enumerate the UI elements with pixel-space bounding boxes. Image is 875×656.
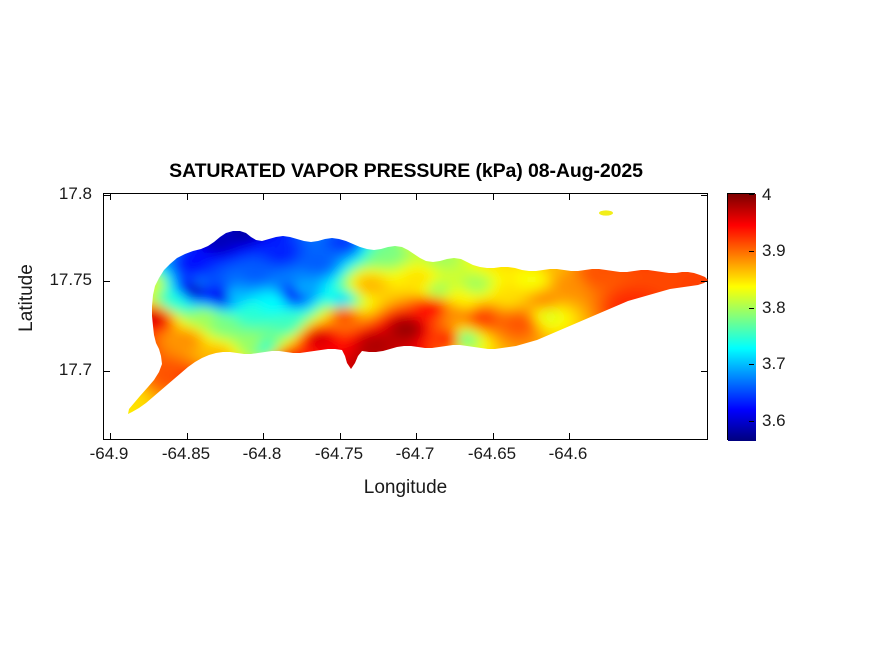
colorbar-tick-mark	[749, 194, 754, 195]
xtick-label: -64.9	[89, 444, 129, 463]
xtick-mark	[187, 194, 188, 200]
xtick-mark	[110, 194, 111, 200]
xtick-mark	[569, 433, 570, 439]
colorbar-gradient	[728, 194, 756, 441]
xtick-mark	[493, 433, 494, 439]
xtick-mark	[263, 194, 264, 200]
ytick-mark	[701, 371, 707, 372]
xtick-label: -64.65	[467, 444, 517, 463]
xtick-label: -64.85	[161, 444, 211, 463]
offshore-cay	[599, 210, 613, 216]
ytick-label: 17.75	[49, 270, 92, 289]
xtick-mark	[110, 433, 111, 439]
map-axes	[103, 193, 708, 440]
page-title: SATURATED VAPOR PRESSURE (kPa) 08-Aug-20…	[169, 160, 643, 182]
xtick-mark	[569, 194, 570, 200]
xtick-mark	[340, 194, 341, 200]
ytick-mark	[701, 195, 707, 196]
colorbar-tick-mark	[749, 308, 754, 309]
colorbar-label: 3.6	[762, 411, 786, 430]
colorbar[interactable]	[727, 193, 756, 441]
xtick-mark	[340, 433, 341, 439]
ytick-mark	[701, 281, 707, 282]
xtick-mark	[493, 194, 494, 200]
ytick-label: 17.7	[58, 360, 92, 379]
colorbar-label: 3.8	[762, 298, 786, 317]
colorbar-label: 4	[762, 185, 772, 204]
xtick-label: -64.7	[395, 444, 435, 463]
xtick-mark	[416, 194, 417, 200]
vapor-pressure-heatmap	[128, 210, 708, 414]
ytick-mark	[104, 281, 110, 282]
colorbar-label: 3.9	[762, 241, 786, 260]
colorbar-tick-mark	[749, 364, 754, 365]
ytick-mark	[104, 371, 110, 372]
xtick-mark	[187, 433, 188, 439]
colorbar-label: 3.7	[762, 354, 786, 373]
y-axis-label: Latitude	[16, 264, 37, 332]
ytick-label: 17.8	[58, 184, 92, 203]
xtick-mark	[263, 433, 264, 439]
x-axis-label: Longitude	[363, 477, 448, 498]
xtick-label: -64.75	[314, 444, 364, 463]
cay-marker	[599, 210, 613, 216]
xtick-label: -64.6	[548, 444, 588, 463]
xtick-label: -64.8	[242, 444, 282, 463]
colorbar-tick-mark	[749, 251, 754, 252]
colorbar-tick-mark	[749, 421, 754, 422]
xtick-mark	[416, 433, 417, 439]
ytick-mark	[104, 195, 110, 196]
